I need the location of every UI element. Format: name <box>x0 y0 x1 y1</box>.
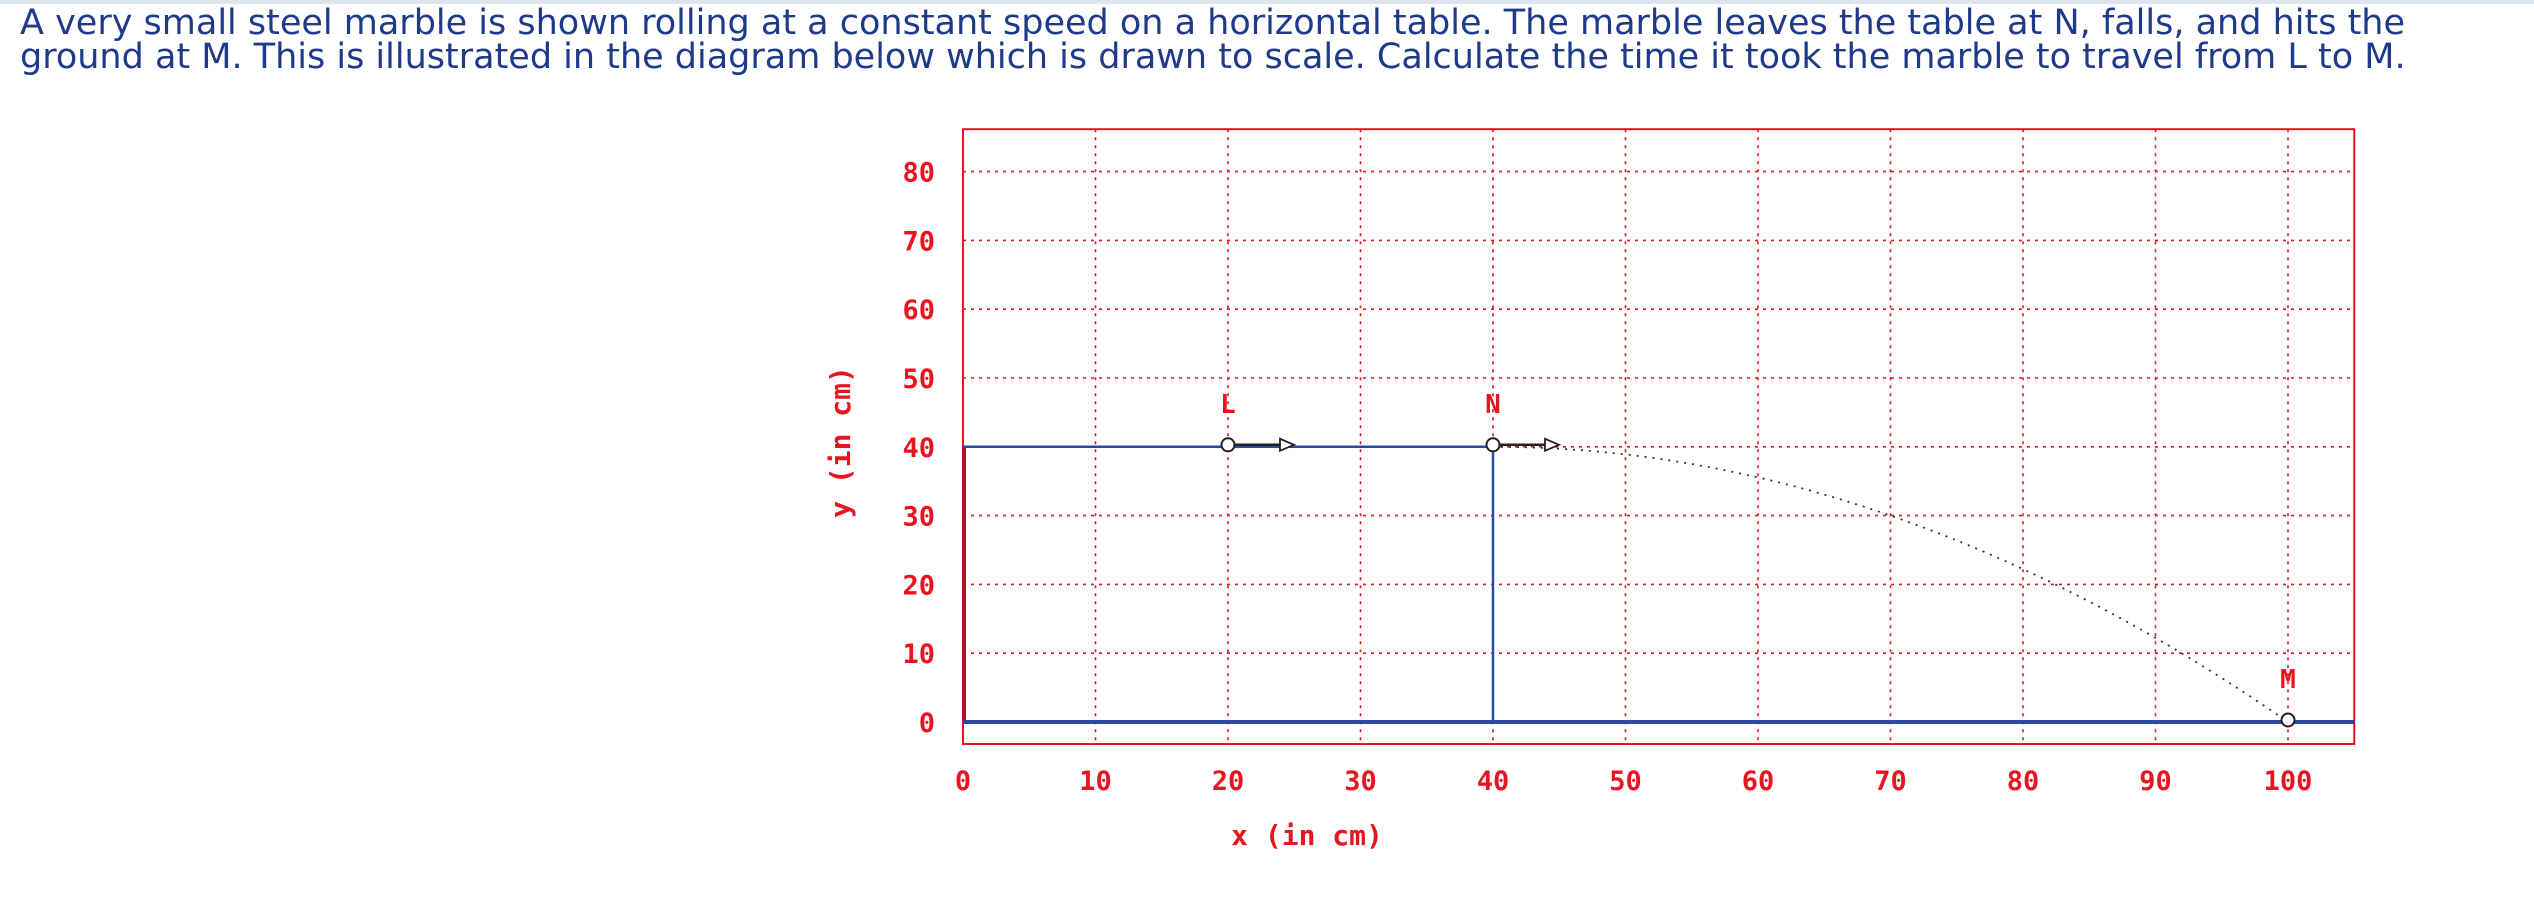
y-tick-label: 70 <box>902 226 935 257</box>
x-tick-label: 50 <box>1609 766 1642 797</box>
y-tick-label: 10 <box>902 639 935 670</box>
velocity-arrow-head <box>1279 437 1297 453</box>
top-divider <box>0 0 2534 4</box>
point-label-l: L <box>1220 390 1236 420</box>
question-line-1: A very small steel marble is shown rolli… <box>20 3 2406 43</box>
x-tick-label: 40 <box>1477 766 1510 797</box>
y-tick-label: 20 <box>902 570 935 601</box>
y-tick-label: 0 <box>919 708 935 739</box>
y-tick-label: 80 <box>902 158 935 189</box>
y-tick-label: 60 <box>902 295 935 326</box>
x-tick-label: 20 <box>1212 766 1245 797</box>
x-tick-label: 30 <box>1344 766 1377 797</box>
marble-point-n <box>1485 437 1501 453</box>
y-tick-label: 40 <box>902 433 935 464</box>
x-tick-label: 90 <box>2139 766 2172 797</box>
marble-point-m <box>2280 712 2296 728</box>
x-tick-label: 70 <box>1874 766 1907 797</box>
y-axis-label: y (in cm) <box>824 366 857 518</box>
x-axis-label: x (in cm) <box>1231 819 1383 852</box>
velocity-arrow-head <box>1544 437 1562 453</box>
question-text: A very small steel marble is shown rolli… <box>20 3 2520 77</box>
trajectory-path <box>1492 445 2289 723</box>
x-tick-label: 60 <box>1742 766 1775 797</box>
point-label-n: N <box>1485 390 1501 420</box>
point-label-m: M <box>2280 665 2296 695</box>
x-tick-label: 100 <box>2264 766 2313 797</box>
plot-frame <box>962 128 2356 745</box>
y-tick-label: 30 <box>902 502 935 533</box>
x-tick-label: 10 <box>1079 766 1112 797</box>
y-tick-label: 50 <box>902 364 935 395</box>
x-tick-label: 0 <box>955 766 971 797</box>
marble-point-l <box>1220 437 1236 453</box>
question-line-2: ground at M. This is illustrated in the … <box>20 37 2406 77</box>
x-tick-label: 80 <box>2007 766 2040 797</box>
